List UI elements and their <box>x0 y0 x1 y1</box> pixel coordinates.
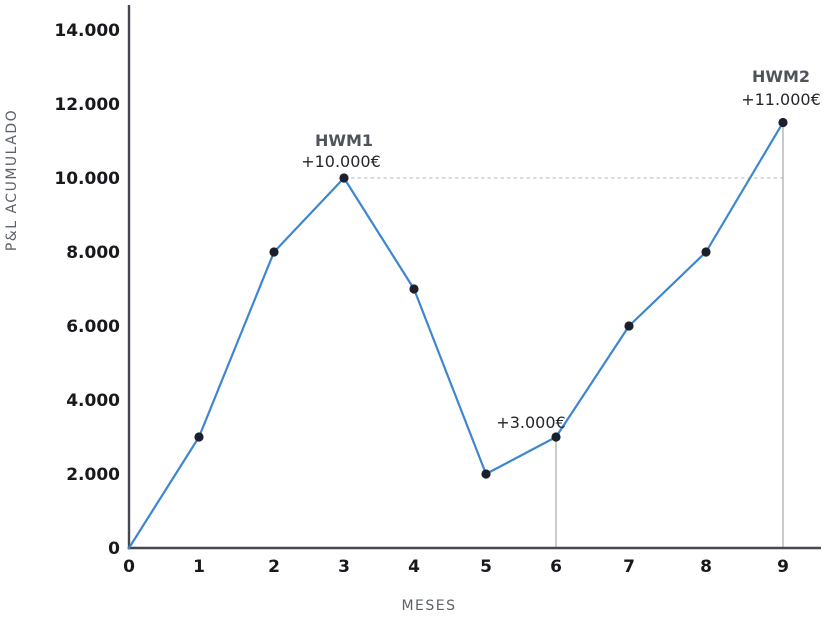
x-tick-label-6: 6 <box>550 557 562 577</box>
data-point-month-5 <box>481 469 491 479</box>
y-tick-label-0: 0 <box>108 539 120 559</box>
data-point-month-8 <box>701 247 711 257</box>
data-point-month-1 <box>194 432 204 442</box>
y-tick-label-10000: 10.000 <box>54 169 120 189</box>
pnl-line-path <box>127 121 785 550</box>
x-tick-label-3: 3 <box>338 557 350 577</box>
data-point-month-9 <box>778 117 788 128</box>
x-tick-label-1: 1 <box>193 557 205 577</box>
data-point-markers <box>194 117 788 479</box>
y-tick-label-2000: 2.000 <box>66 465 120 485</box>
annotation-value-hwm2: +11.000€ <box>741 90 821 109</box>
x-axis-title: MESES <box>401 598 456 614</box>
data-point-month-6 <box>551 432 561 442</box>
y-tick-label-6000: 6.000 <box>66 317 120 337</box>
data-point-month-7 <box>624 321 634 331</box>
reference-lines <box>351 127 784 547</box>
annotation-value-hwm1: +10.000€ <box>301 152 381 171</box>
y-tick-label-14000: 14.000 <box>54 21 120 41</box>
x-tick-label-7: 7 <box>623 557 635 577</box>
x-axis-tick-labels: 0 1 2 3 4 5 6 7 8 9 <box>123 557 789 577</box>
x-tick-label-8: 8 <box>700 557 712 577</box>
data-point-month-4 <box>409 284 419 294</box>
data-point-month-2 <box>269 247 279 257</box>
annotation-value-recovery: +3.000€ <box>496 413 565 432</box>
y-tick-label-4000: 4.000 <box>66 391 120 411</box>
pnl-line-series <box>127 121 785 550</box>
annotation-title-hwm2: HWM2 <box>752 67 810 86</box>
y-axis-tick-labels: 0 2.000 4.000 6.000 8.000 10.000 12.000 14.000 <box>54 21 120 559</box>
annotation-title-hwm1: HWM1 <box>315 131 373 150</box>
x-tick-label-2: 2 <box>268 557 280 577</box>
axes <box>127 5 821 550</box>
x-tick-label-5: 5 <box>480 557 492 577</box>
y-tick-label-12000: 12.000 <box>54 95 120 115</box>
x-tick-label-4: 4 <box>408 557 420 577</box>
y-tick-label-8000: 8.000 <box>66 243 120 263</box>
annotations: HWM1 +10.000€ HWM2 +11.000€ +3.000€ <box>301 67 821 432</box>
x-tick-label-9: 9 <box>777 557 789 577</box>
x-tick-label-0: 0 <box>123 557 135 577</box>
y-axis-title: P&L ACUMULADO <box>4 109 20 251</box>
data-point-month-3 <box>339 173 349 183</box>
